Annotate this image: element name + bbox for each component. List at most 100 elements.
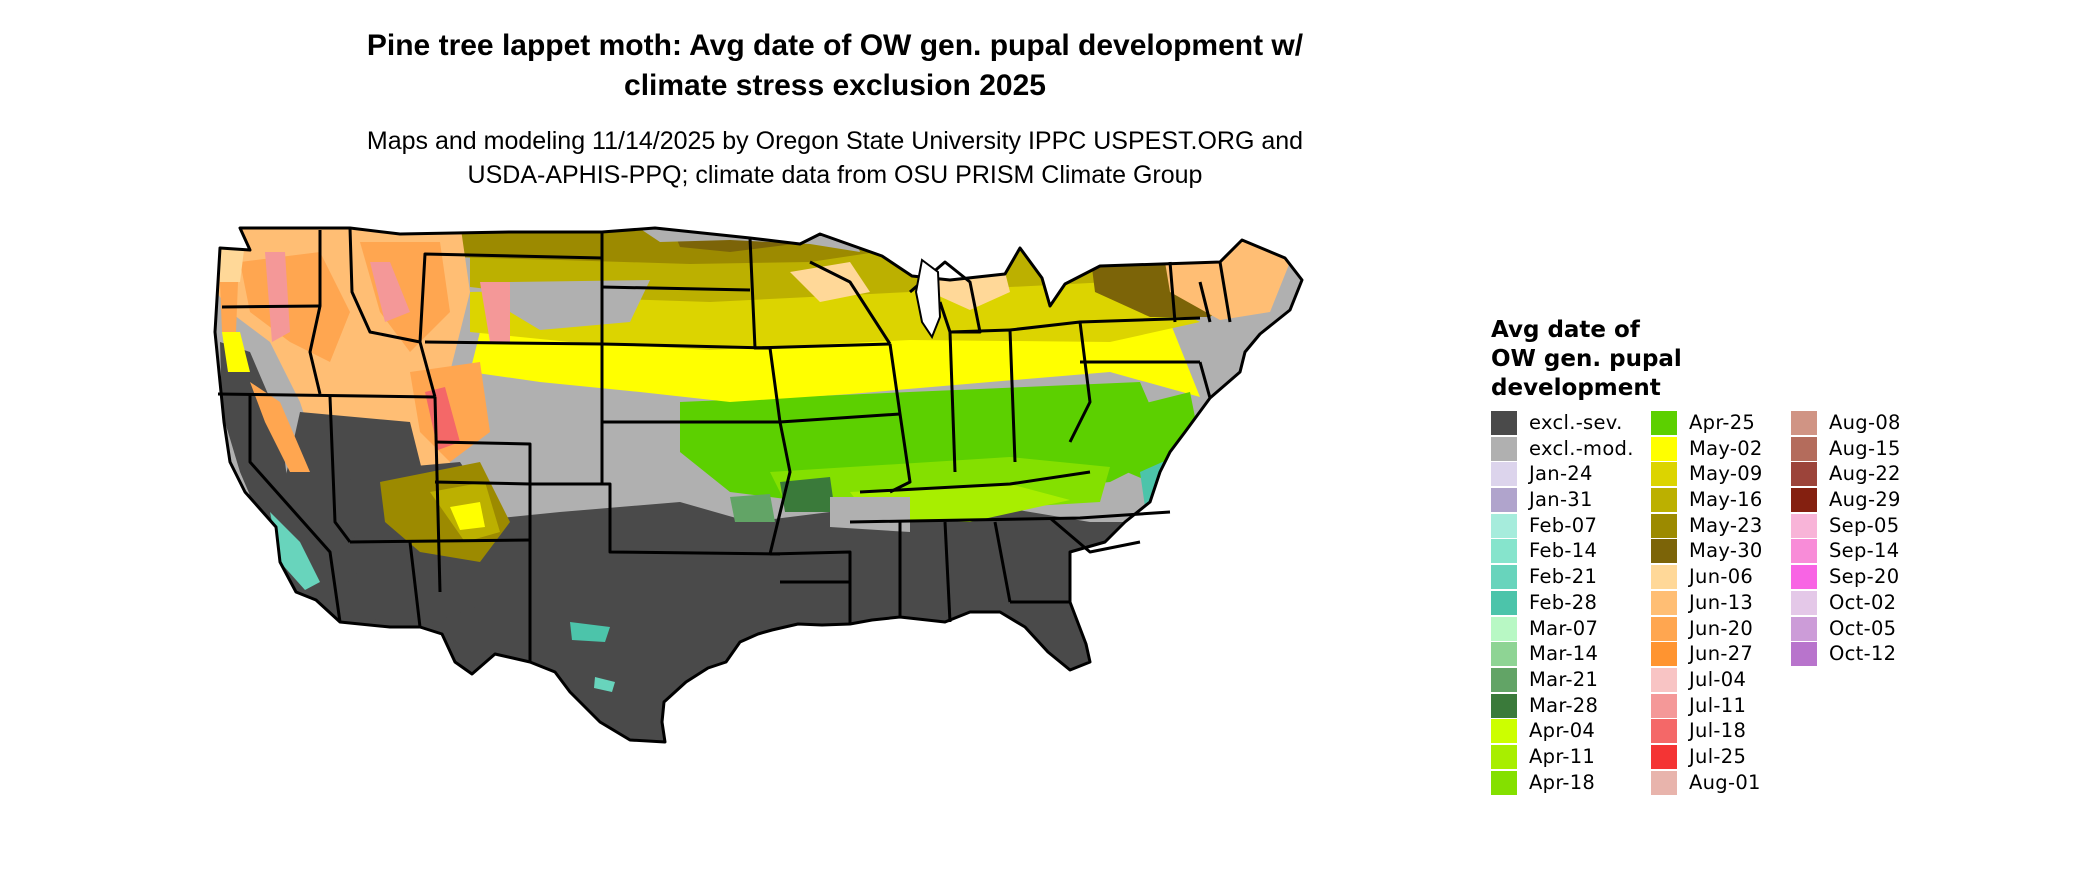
legend-label: Sep-05 <box>1829 513 1900 537</box>
legend-label: Jun-13 <box>1689 590 1754 614</box>
legend-item: Sep-20 <box>1791 564 1951 590</box>
legend-title: Avg date of OW gen. pupal development <box>1491 316 1731 403</box>
legend-label: Jan-31 <box>1529 488 1593 512</box>
legend-label: Jul-11 <box>1689 693 1747 717</box>
legend-label: Feb-14 <box>1529 539 1598 563</box>
legend-label: Sep-14 <box>1829 539 1900 563</box>
legend-item: excl.-mod. <box>1491 436 1651 462</box>
legend-swatch <box>1491 590 1517 615</box>
legend-swatch <box>1491 719 1517 744</box>
legend-column-1: excl.-sev. excl.-mod. Jan-24 Jan-31 Feb-07 Fe… <box>1491 410 1651 795</box>
legend-label: Jun-06 <box>1689 565 1754 589</box>
map-title-line-1: Pine tree lappet moth: Avg date of OW ge… <box>366 29 1304 62</box>
legend-item: Jun-06 <box>1651 564 1811 590</box>
legend-label: May-30 <box>1689 539 1763 563</box>
legend-label: Mar-21 <box>1529 667 1599 691</box>
legend-swatch <box>1491 770 1517 795</box>
legend-label: May-16 <box>1689 488 1763 512</box>
legend-item: Apr-25 <box>1651 410 1811 436</box>
legend-item: Feb-07 <box>1491 513 1651 539</box>
legend-title-line-2: OW gen. pupal <box>1491 346 1682 372</box>
legend-swatch <box>1651 719 1677 744</box>
legend-item: Feb-21 <box>1491 564 1651 590</box>
legend-item: May-23 <box>1651 513 1811 539</box>
legend-item: Mar-14 <box>1491 641 1651 667</box>
legend-swatch <box>1491 616 1517 641</box>
legend-swatch <box>1791 411 1817 435</box>
legend-item: Feb-14 <box>1491 538 1651 564</box>
legend-label: excl.-sev. <box>1529 411 1623 434</box>
legend-swatch <box>1791 488 1817 513</box>
legend-swatch <box>1791 565 1817 590</box>
legend-swatch <box>1651 488 1677 513</box>
legend-swatch <box>1791 462 1817 487</box>
legend-item: Jun-20 <box>1651 616 1811 642</box>
legend-label: Oct-12 <box>1829 642 1897 666</box>
legend-label: Apr-11 <box>1529 744 1596 768</box>
legend-swatch <box>1651 436 1677 461</box>
map-subtitle-line-2: USDA-APHIS-PPQ; climate data from OSU PR… <box>467 161 1203 189</box>
legend-item: Mar-21 <box>1491 667 1651 693</box>
map-title: Pine tree lappet moth: Avg date of OW ge… <box>200 26 1470 106</box>
legend-label: Apr-25 <box>1689 411 1756 434</box>
legend-swatch <box>1491 411 1517 435</box>
legend-item: Jul-11 <box>1651 693 1811 719</box>
legend-label: Oct-05 <box>1829 616 1897 640</box>
legend-label: Jul-18 <box>1689 719 1747 743</box>
legend-swatch <box>1491 513 1517 538</box>
legend-title-line-3: development <box>1491 375 1661 401</box>
legend-item: Feb-28 <box>1491 590 1651 616</box>
legend-column-2: Apr-25 May-02 May-09 May-16 May-23 May-30 Jun-… <box>1651 410 1811 795</box>
legend-item: Oct-02 <box>1791 590 1951 616</box>
legend-item: Aug-22 <box>1791 461 1951 487</box>
legend-item: Apr-18 <box>1491 770 1651 796</box>
legend-label: Aug-15 <box>1829 436 1901 460</box>
legend-swatch <box>1651 744 1677 769</box>
legend-label: Aug-29 <box>1829 488 1901 512</box>
legend-swatch <box>1651 513 1677 538</box>
map-subtitle: Maps and modeling 11/14/2025 by Oregon S… <box>200 124 1470 192</box>
legend-label: Aug-08 <box>1829 411 1901 434</box>
legend-swatch <box>1491 693 1517 718</box>
legend-item: May-30 <box>1651 538 1811 564</box>
legend-swatch <box>1491 667 1517 692</box>
legend-swatch <box>1651 693 1677 718</box>
legend-swatch <box>1651 770 1677 795</box>
legend-swatch <box>1491 642 1517 667</box>
legend-item: Aug-15 <box>1791 436 1951 462</box>
legend-label: May-02 <box>1689 436 1763 460</box>
legend-item: Sep-14 <box>1791 538 1951 564</box>
legend-swatch <box>1651 642 1677 667</box>
legend-label: excl.-mod. <box>1529 436 1634 460</box>
legend-item: Sep-05 <box>1791 513 1951 539</box>
legend-label: Oct-02 <box>1829 590 1897 614</box>
legend-swatch <box>1791 642 1817 667</box>
legend-swatch <box>1791 436 1817 461</box>
legend-swatch <box>1651 616 1677 641</box>
legend-item: Jun-27 <box>1651 641 1811 667</box>
legend-label: Jul-25 <box>1689 744 1747 768</box>
legend-item: Jan-31 <box>1491 487 1651 513</box>
legend-item: Jul-25 <box>1651 744 1811 770</box>
legend-swatch <box>1491 539 1517 564</box>
legend-item: May-16 <box>1651 487 1811 513</box>
legend-label: Mar-28 <box>1529 693 1599 717</box>
legend-item: Jun-13 <box>1651 590 1811 616</box>
legend-label: Apr-04 <box>1529 719 1596 743</box>
legend-label: Jun-27 <box>1689 642 1754 666</box>
legend-label: Jun-20 <box>1689 616 1754 640</box>
legend-swatch <box>1651 667 1677 692</box>
legend-swatch <box>1791 616 1817 641</box>
legend-label: Sep-20 <box>1829 565 1900 589</box>
legend-swatch <box>1491 488 1517 513</box>
legend-item: Jan-24 <box>1491 461 1651 487</box>
legend-item: May-09 <box>1651 461 1811 487</box>
legend-label: Aug-01 <box>1689 770 1761 794</box>
legend-item: excl.-sev. <box>1491 410 1651 436</box>
legend-label: Feb-21 <box>1529 565 1598 589</box>
legend-swatch <box>1791 513 1817 538</box>
legend-label: Aug-22 <box>1829 462 1901 486</box>
legend-label: May-23 <box>1689 513 1763 537</box>
legend-item: Oct-12 <box>1791 641 1951 667</box>
legend-label: Feb-07 <box>1529 513 1598 537</box>
